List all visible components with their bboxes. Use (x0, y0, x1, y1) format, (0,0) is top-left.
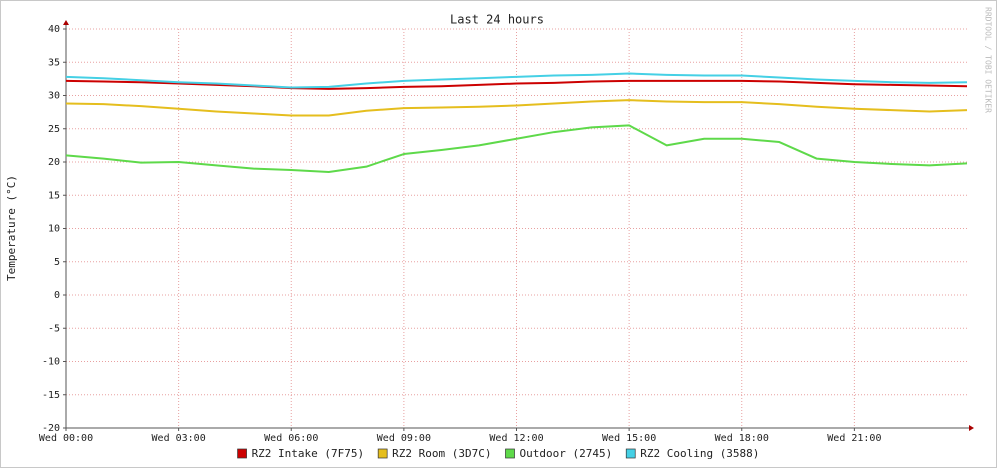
legend-swatch (505, 448, 515, 459)
x-tick-label: Wed 21:00 (827, 433, 881, 444)
series-line (65, 99, 968, 117)
series-line (65, 124, 968, 173)
legend-swatch (237, 448, 247, 459)
y-axis-label: Temperature (°C) (5, 175, 18, 281)
y-tick-label: 25 (48, 124, 60, 135)
y-tick-label: 10 (48, 224, 60, 235)
y-tick-label: 15 (48, 190, 60, 201)
x-tick-label: Wed 12:00 (489, 433, 543, 444)
y-tick-label: -10 (42, 357, 60, 368)
x-tick-label: Wed 03:00 (152, 433, 206, 444)
y-tick-label: -15 (42, 390, 60, 401)
x-tick-label: Wed 15:00 (602, 433, 656, 444)
legend-label: RZ2 Cooling (3588) (640, 447, 759, 460)
chart-title: Last 24 hours (450, 13, 544, 27)
y-axis-arrow (63, 20, 69, 25)
y-tick-label: -20 (42, 423, 60, 434)
y-tick-label: 30 (48, 91, 60, 102)
legend-label: RZ2 Intake (7F75) (252, 447, 365, 460)
y-tick-label: 40 (48, 24, 60, 35)
y-tick-label: 0 (54, 290, 60, 301)
x-tick-label: Wed 18:00 (715, 433, 769, 444)
legend-label: Outdoor (2745) (520, 447, 613, 460)
legend-swatch (625, 448, 636, 459)
y-tick-label: -5 (48, 323, 60, 334)
y-tick-label: 35 (48, 57, 60, 68)
legend: RZ2 Intake (7F75) RZ2 Room (3D7C) Outdoor … (237, 447, 759, 460)
watermark: RRDTOOL / TOBI OETIKER (984, 7, 993, 113)
x-tick-label: Wed 00:00 (39, 433, 93, 444)
y-tick-label: 5 (54, 257, 60, 268)
legend-label: RZ2 Room (3D7C) (392, 447, 491, 460)
y-tick-label: 20 (48, 157, 60, 168)
series-line (65, 72, 968, 89)
x-tick-label: Wed 09:00 (377, 433, 431, 444)
series-line (65, 79, 968, 90)
x-axis-arrow (969, 425, 974, 431)
legend-swatch (377, 448, 388, 459)
x-tick-label: Wed 06:00 (264, 433, 318, 444)
